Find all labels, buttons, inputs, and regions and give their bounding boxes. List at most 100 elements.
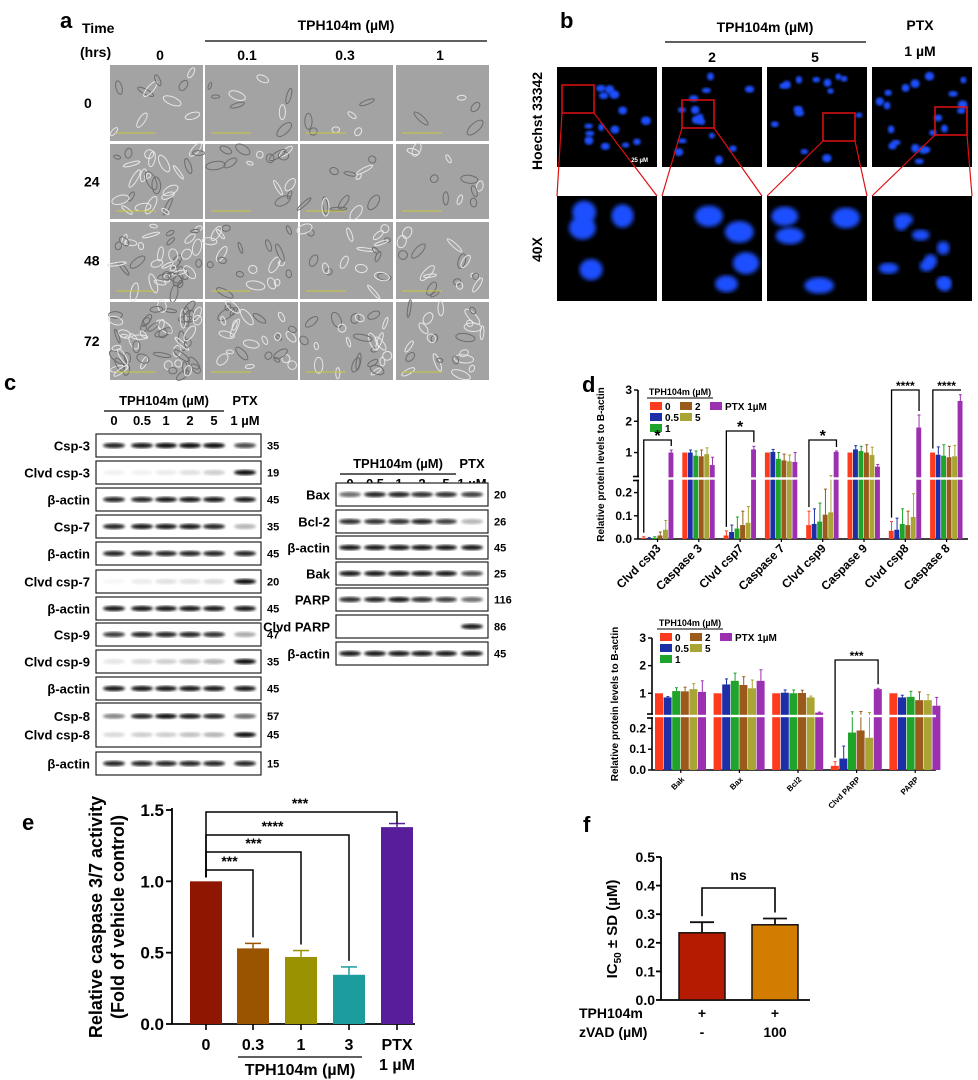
band (155, 578, 177, 585)
legend-label: 2 (695, 402, 701, 413)
blot-label: β-actin (287, 647, 330, 662)
y-tick-label: 0.1 (629, 742, 646, 756)
blot-row (95, 433, 262, 458)
bar (693, 455, 699, 539)
phase-contrast-image (205, 65, 298, 141)
band (461, 596, 483, 603)
legend-label: PTX 1µM (735, 633, 777, 644)
y-tick-label: 0.0 (629, 763, 646, 777)
y-tick-label: 0.2 (615, 486, 632, 500)
row-label: 48 (84, 253, 100, 269)
band (103, 469, 125, 476)
band (131, 469, 153, 476)
x-tick-label: Bcl2 (785, 775, 804, 794)
blot-label: Clvd csp-3 (24, 466, 90, 481)
y-tick-label: 0.2 (636, 935, 656, 951)
band (179, 685, 201, 692)
bar (873, 689, 882, 770)
bar (932, 705, 941, 770)
bar (672, 691, 681, 770)
dose-label: 5 (811, 49, 819, 65)
band (155, 523, 177, 530)
bar (817, 521, 823, 539)
panel-label-a: a (60, 8, 73, 33)
panel-label-c: c (4, 370, 16, 395)
axis-break (635, 477, 968, 480)
bar (285, 956, 317, 1024)
phase-contrast-image (107, 299, 203, 381)
bar (764, 452, 770, 539)
band (131, 658, 153, 665)
legend-label: PTX 1µM (725, 402, 767, 413)
mw-marker: 45 (267, 684, 279, 696)
band (411, 518, 433, 525)
bar (682, 452, 688, 539)
band (103, 605, 125, 612)
magnified-image (767, 196, 867, 301)
band (203, 550, 225, 557)
band (339, 544, 361, 551)
inset-box (681, 99, 715, 129)
legend-label: 0 (665, 402, 671, 413)
band (461, 650, 483, 657)
legend-label: 0.5 (675, 644, 689, 655)
y-axis-label: Relative caspase 3/7 activity (86, 796, 106, 1038)
bar (751, 449, 756, 539)
band (103, 523, 125, 530)
significance-label: ns (730, 867, 747, 883)
band (155, 760, 177, 767)
significance-bracket (725, 430, 755, 527)
band (364, 650, 386, 657)
blot-label: β-actin (47, 493, 90, 508)
bar (894, 529, 900, 539)
bar (798, 692, 806, 770)
blot-row (95, 569, 262, 594)
bar (745, 522, 751, 539)
band (103, 732, 125, 738)
band (339, 518, 361, 525)
mw-marker: 15 (267, 759, 279, 771)
row-label: 0 (84, 95, 92, 111)
band (388, 491, 410, 498)
magnified-image (662, 196, 762, 301)
phase-contrast-image (296, 144, 393, 221)
blot-label: PARP (295, 593, 330, 608)
legend-swatch (660, 644, 672, 652)
blot-row (95, 676, 262, 701)
bar (722, 684, 731, 770)
y-label-part: IC (604, 963, 621, 978)
ptx-dose-label: 1 µM (904, 43, 935, 59)
zoom-line (766, 140, 824, 197)
bar (952, 456, 957, 539)
phase-contrast-image (109, 65, 203, 141)
band (103, 658, 125, 665)
x-tick-label: PARP (899, 775, 921, 797)
y-tick-label: 1 (625, 446, 632, 460)
mw-marker: 45 (267, 549, 279, 561)
band (131, 760, 153, 767)
zoom-line (556, 112, 563, 197)
band (131, 523, 153, 530)
time-label: Time (82, 20, 115, 36)
y-tick-label: 0.0 (140, 1015, 164, 1034)
bar (941, 455, 946, 539)
bar (698, 456, 704, 539)
y-tick-label: 2 (639, 659, 646, 673)
significance-label: * (820, 428, 827, 445)
zoom-line (593, 112, 658, 197)
bar (723, 535, 729, 539)
band (131, 732, 153, 738)
phase-contrast-image (300, 65, 393, 141)
band (131, 631, 153, 638)
band (103, 442, 125, 449)
bar (946, 457, 952, 539)
y-tick-label: 0.4 (636, 878, 656, 894)
bar (704, 454, 710, 539)
bar (833, 451, 839, 539)
phase-contrast-image (201, 222, 298, 299)
band (411, 596, 433, 603)
band (461, 518, 483, 525)
bar (190, 881, 222, 1024)
band (435, 491, 457, 498)
